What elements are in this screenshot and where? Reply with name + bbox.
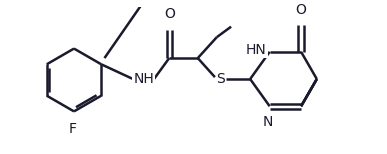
Text: N: N	[263, 115, 273, 129]
Text: HN: HN	[246, 43, 267, 57]
Text: NH: NH	[133, 72, 154, 86]
Text: O: O	[164, 7, 175, 21]
Text: F: F	[69, 122, 77, 136]
Text: S: S	[216, 72, 225, 86]
Text: O: O	[296, 3, 307, 17]
